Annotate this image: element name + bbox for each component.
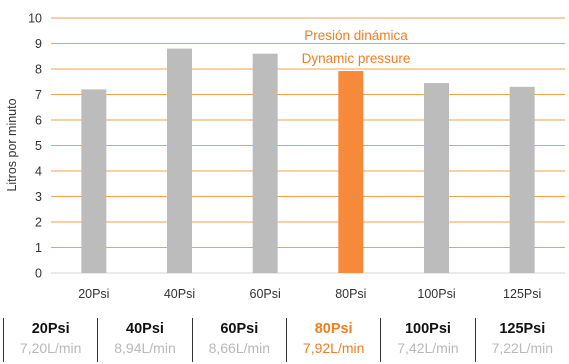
annotation-es: Presión dinámica xyxy=(304,28,408,43)
x-tick-label: 20Psi xyxy=(78,287,109,301)
table-flow: 7,22L/min xyxy=(491,340,554,356)
y-tick-label: 3 xyxy=(35,190,42,204)
table-pressure: 60Psi xyxy=(220,321,259,337)
y-tick-label: 6 xyxy=(35,114,42,128)
annotation-en: Dynamic pressure xyxy=(302,51,411,66)
y-tick-label: 10 xyxy=(28,12,42,26)
y-tick-label: 5 xyxy=(35,139,42,153)
x-tick-label: 100Psi xyxy=(417,287,455,301)
table-flow: 7,42L/min xyxy=(397,340,459,356)
y-tick-label: 4 xyxy=(35,165,42,179)
table-cell-125psi: 125Psi 7,22L/min xyxy=(474,318,569,362)
y-tick-label: 8 xyxy=(35,63,42,77)
table-cell-80psi: 80Psi 7,92L/min xyxy=(285,318,380,362)
x-tick-label: 125Psi xyxy=(503,287,541,301)
y-tick-label: 2 xyxy=(35,216,42,230)
table-cell-100psi: 100Psi 7,42L/min xyxy=(380,318,474,362)
bar-40psi xyxy=(167,48,192,273)
summary-table: 20Psi 7,20L/min 40Psi 8,94L/min 60Psi 8,… xyxy=(3,318,569,362)
x-tick-label: 40Psi xyxy=(164,287,195,301)
bar-100psi xyxy=(424,83,449,274)
x-axis-ticks: 20Psi 40Psi 60Psi 80Psi 100Psi 125Psi xyxy=(78,287,541,301)
y-axis-label: Litros por minuto xyxy=(5,98,19,191)
y-axis-ticks: 0 1 2 3 4 5 6 7 8 9 10 xyxy=(28,12,42,281)
x-tick-label: 60Psi xyxy=(250,287,281,301)
table-pressure: 80Psi xyxy=(314,321,353,337)
y-tick-label: 0 xyxy=(35,267,42,281)
table-flow: 8,66L/min xyxy=(208,340,271,356)
grid-lines xyxy=(51,17,565,274)
table-cell-60psi: 60Psi 8,66L/min xyxy=(191,318,286,362)
table-pressure: 100Psi xyxy=(404,321,451,337)
table-cell-40psi: 40Psi 8,94L/min xyxy=(97,318,191,362)
bar-60psi xyxy=(252,53,278,274)
bar-80psi xyxy=(338,71,364,273)
y-tick-label: 1 xyxy=(35,241,42,255)
table-flow: 7,92L/min xyxy=(302,340,365,356)
table-pressure: 125Psi xyxy=(499,321,546,337)
x-tick-label: 80Psi xyxy=(335,287,366,301)
table-pressure: 40Psi xyxy=(126,321,164,337)
table-cell-20psi: 20Psi 7,20L/min xyxy=(3,318,97,362)
bar-125psi xyxy=(509,86,535,273)
y-tick-label: 9 xyxy=(35,37,42,51)
table-pressure: 20Psi xyxy=(31,321,70,337)
bar-20psi xyxy=(81,89,107,274)
table-flow: 7,20L/min xyxy=(19,340,82,356)
bar-chart: 0 1 2 3 4 5 6 7 8 9 10 20Psi 40Psi 60Psi 80Psi 100Psi 1… xyxy=(5,12,565,301)
y-tick-label: 7 xyxy=(35,88,42,102)
table-flow: 8,94L/min xyxy=(114,340,176,356)
bars xyxy=(81,48,535,274)
